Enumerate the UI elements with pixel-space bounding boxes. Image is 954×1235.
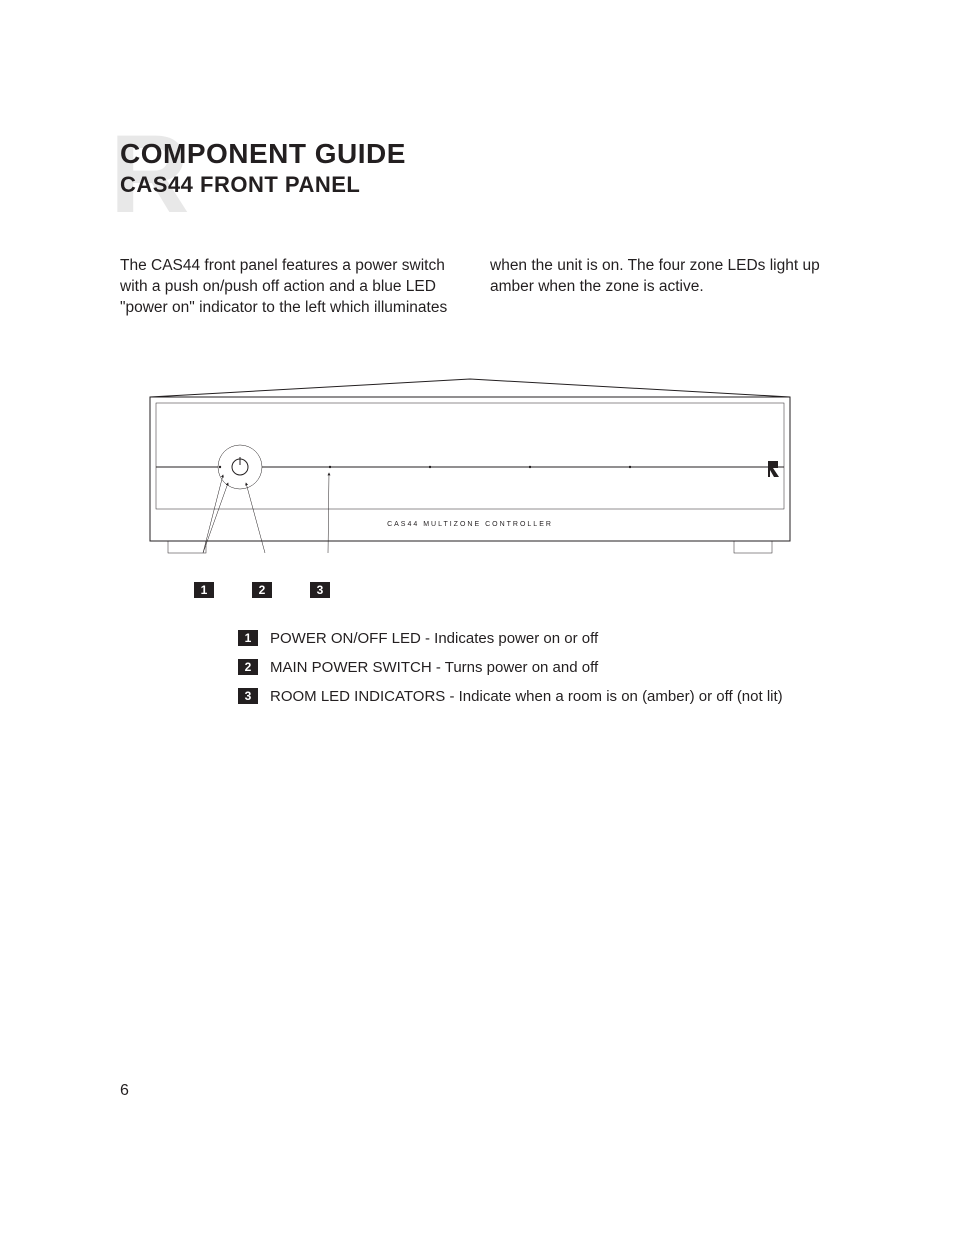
callout-box-2: 2 — [252, 582, 272, 598]
page-number: 6 — [120, 1082, 129, 1100]
callout-box-3: 3 — [310, 582, 330, 598]
callout-label-row: 1 2 3 — [120, 582, 820, 598]
callout-box-1: 1 — [194, 582, 214, 598]
legend-row: 1 POWER ON/OFF LED - Indicates power on … — [238, 630, 834, 647]
legend-text-2: MAIN POWER SWITCH - Turns power on and o… — [270, 659, 598, 676]
legend-num-3: 3 — [238, 688, 258, 704]
legend: 1 POWER ON/OFF LED - Indicates power on … — [120, 630, 834, 705]
legend-text-3: ROOM LED INDICATORS - Indicate when a ro… — [270, 688, 783, 705]
body-column-2: when the unit is on. The four zone LEDs … — [490, 256, 834, 319]
device-svg: CAS44 MULTIZONE CONTROLLER — [120, 373, 820, 573]
legend-row: 2 MAIN POWER SWITCH - Turns power on and… — [238, 659, 834, 676]
legend-row: 3 ROOM LED INDICATORS - Indicate when a … — [238, 688, 834, 705]
title-sub: CAS44 FRONT PANEL — [120, 172, 834, 198]
title-main: COMPONENT GUIDE — [120, 138, 834, 170]
page-header: COMPONENT GUIDE CAS44 FRONT PANEL — [120, 138, 834, 198]
legend-num-2: 2 — [238, 659, 258, 675]
front-panel-diagram: CAS44 MULTIZONE CONTROLLER 1 2 3 — [120, 373, 820, 598]
svg-text:CAS44 MULTIZONE CONTROLLER: CAS44 MULTIZONE CONTROLLER — [387, 521, 553, 528]
body-text: The CAS44 front panel features a power s… — [120, 256, 834, 319]
body-column-1: The CAS44 front panel features a power s… — [120, 256, 464, 319]
legend-num-1: 1 — [238, 630, 258, 646]
document-page: R COMPONENT GUIDE CAS44 FRONT PANEL The … — [0, 0, 954, 1235]
legend-text-1: POWER ON/OFF LED - Indicates power on or… — [270, 630, 598, 647]
